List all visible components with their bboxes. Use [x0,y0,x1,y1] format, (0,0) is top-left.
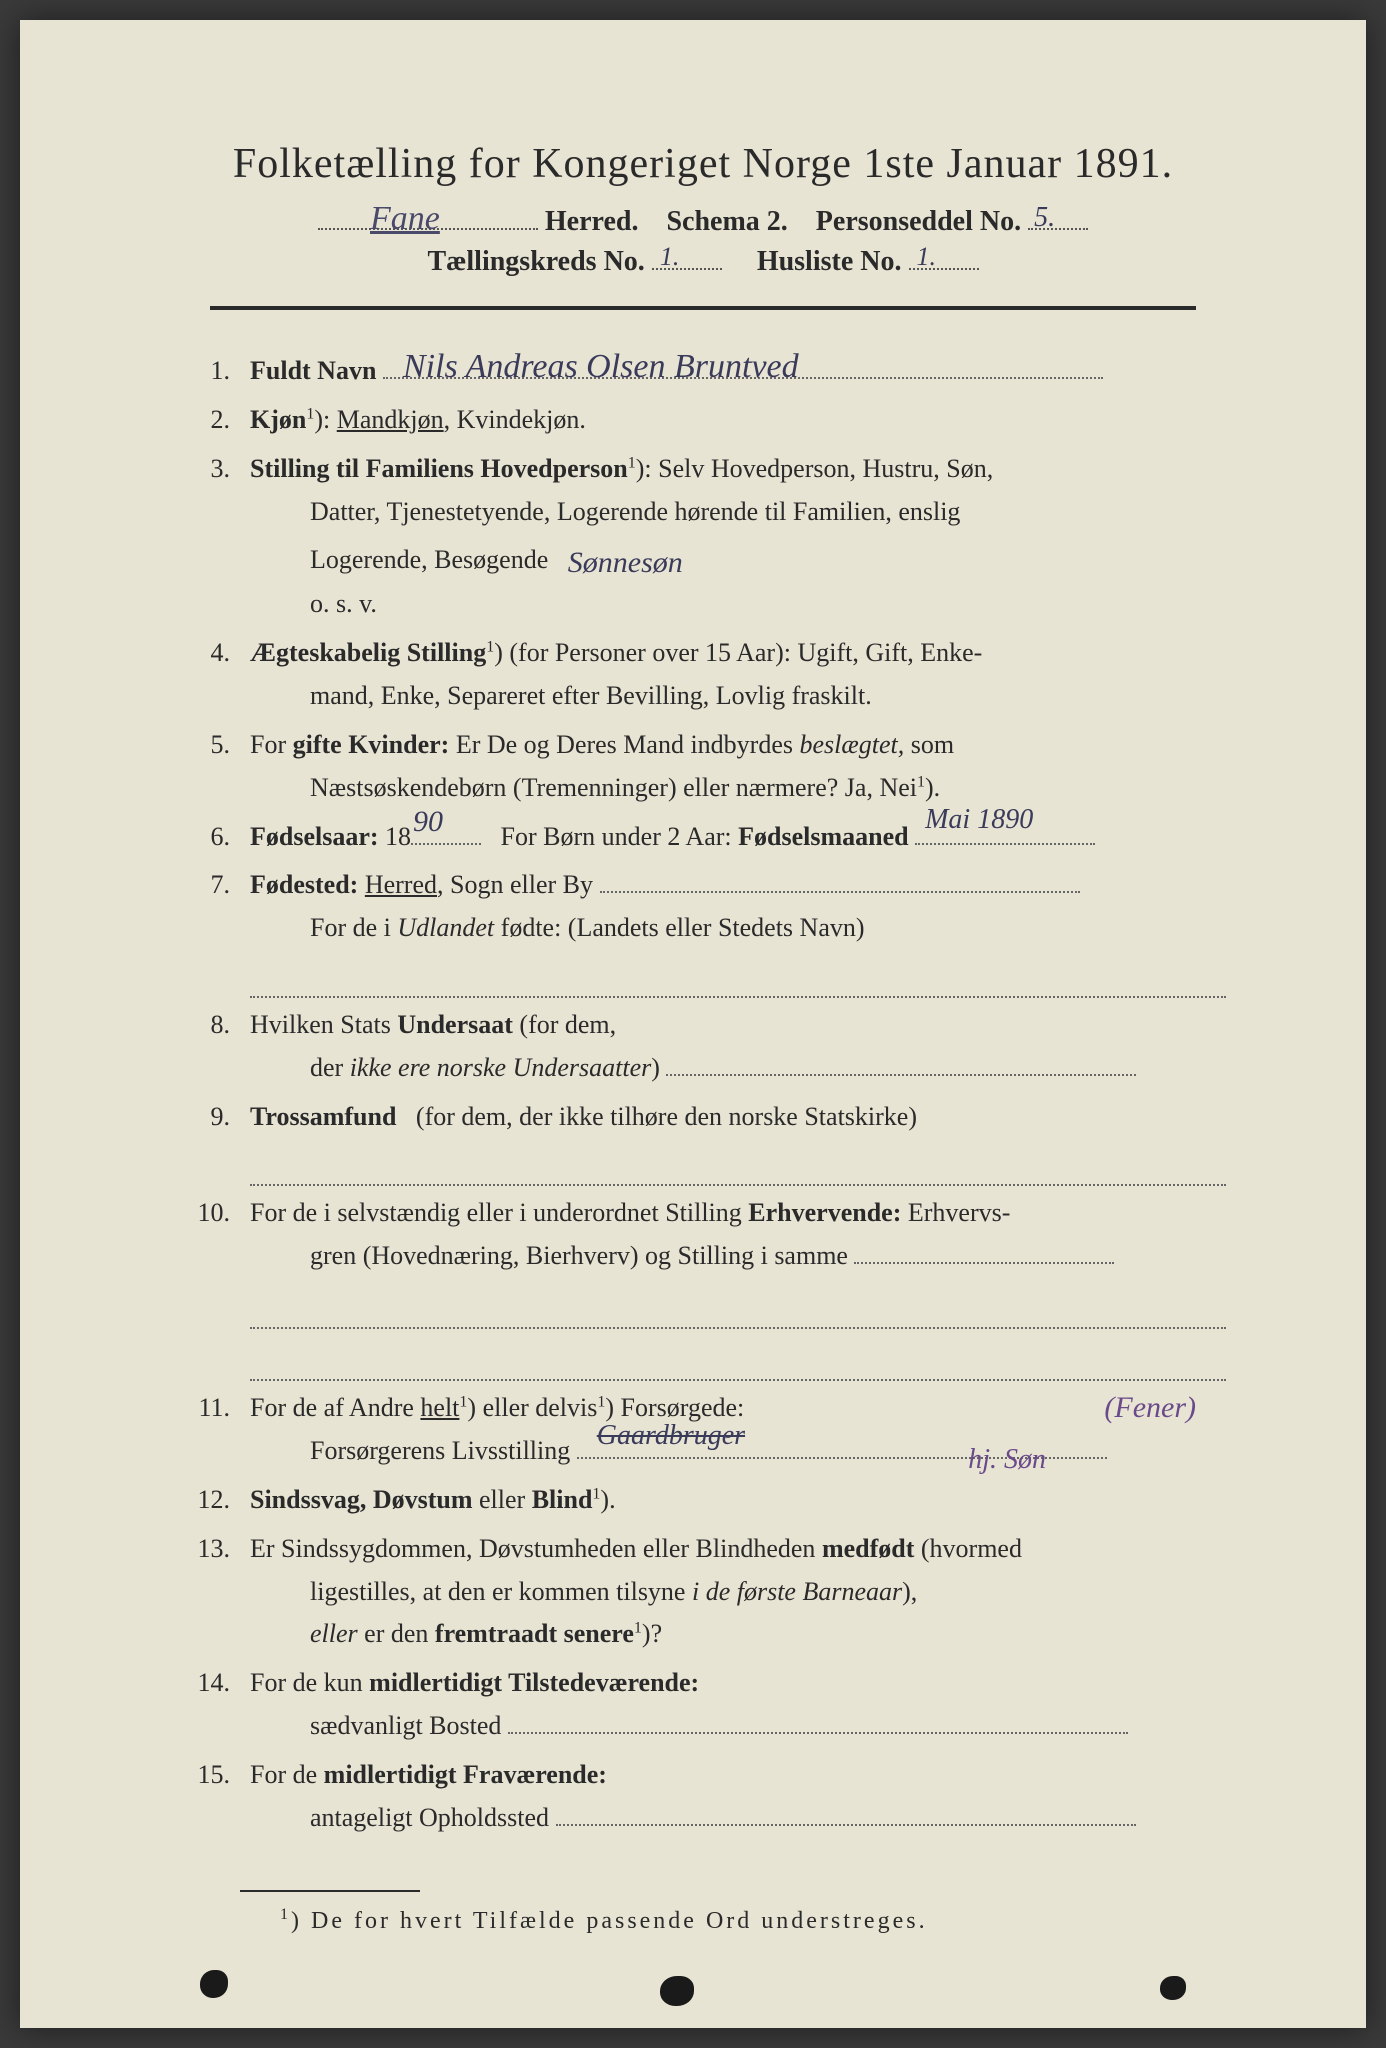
field-13: 13. Er Sindssygdommen, Døvstumheden elle… [180,1528,1226,1657]
field-12-label2: Blind [532,1485,593,1514]
field-1-label: Fuldt Navn [250,356,376,385]
husliste-no: 1. [917,242,937,272]
field-9-num: 9. [180,1096,250,1186]
subtitle-line-1: Fane Herred. Schema 2. Personseddel No. … [180,206,1226,238]
field-1-num: 1. [180,350,250,393]
field-2-label: Kjøn [250,405,306,434]
field-10-label: Erhvervende: [748,1198,901,1227]
field-8: 8. Hvilken Stats Undersaat (for dem, der… [180,1004,1226,1090]
field-5-num: 5. [180,724,250,810]
field-15-label: midlertidigt Fraværende: [324,1760,607,1789]
field-7-line2: For de i Udlandet fødte: (Landets eller … [250,913,865,942]
field-10-num: 10. [180,1192,250,1381]
field-13-line1a: Er Sindssygdommen, Døvstumheden eller Bl… [250,1534,822,1563]
field-10-line1a: For de i selvstændig eller i underordnet… [250,1198,748,1227]
field-14-num: 14. [180,1662,250,1748]
field-11-hw2: (Fener) [1104,1383,1196,1433]
footnote-text: De for hvert Tilfælde passende Ord under… [311,1908,928,1934]
field-8-label: Undersaat [397,1010,513,1039]
herred-handwritten: Fane [370,200,440,238]
field-9: 9. Trossamfund (for dem, der ikke tilhør… [180,1096,1226,1186]
field-11-line2: Forsørgerens Livsstilling [250,1436,570,1465]
field-3-line3a: Logerende, Besøgende [250,545,548,574]
field-3-num: 3. [180,448,250,626]
field-3-hw: Sønnesøn [568,546,683,579]
inkblot-1 [200,1970,228,1998]
field-13-num: 13. [180,1528,250,1657]
field-6-month: Mai 1890 [925,797,1033,843]
field-2-underlined: Mandkjøn [337,405,444,434]
field-5-label: For gifte Kvinder: [250,730,449,759]
field-15-line2: antageligt Opholdssted [250,1803,549,1832]
census-form-page: Folketælling for Kongeriget Norge 1ste J… [20,20,1366,2028]
field-7-num: 7. [180,864,250,997]
field-3: 3. Stilling til Familiens Hovedperson1):… [180,448,1226,626]
field-6: 6. Fødselsaar: 18 90 For Børn under 2 Aa… [180,816,1226,859]
field-15: 15. For de midlertidigt Fraværende: anta… [180,1754,1226,1840]
field-6-year: 90 [413,797,443,847]
subtitle-line-2: Tællingskreds No. 1. Husliste No. 1. [180,246,1226,278]
field-5-line2: Næstsøskendebørn (Tremenninger) eller næ… [250,773,917,802]
field-14-line1a: For de kun [250,1668,369,1697]
field-2-num: 2. [180,399,250,442]
personseddel-no: 5. [1034,202,1055,234]
field-11-num: 11. [180,1387,250,1473]
field-3-line1: Selv Hovedperson, Hustru, Søn, [658,454,993,483]
field-11: 11. For de af Andre helt1) eller delvis1… [180,1387,1226,1473]
field-6-mid: For Børn under 2 Aar: [501,822,739,851]
field-14: 14. For de kun midlertidigt Tilstedevære… [180,1662,1226,1748]
footnote-rule [240,1890,420,1892]
field-14-label: midlertidigt Tilstedeværende: [369,1668,699,1697]
personseddel-label: Personseddel No. [816,206,1021,237]
field-8-line2: der ikke ere norske Undersaatter) [250,1053,666,1082]
schema-label: Schema 2. [666,206,787,237]
field-8-line1: Hvilken Stats [250,1010,397,1039]
field-15-num: 15. [180,1754,250,1840]
field-1-value: Nils Andreas Olsen Bruntved [403,339,799,395]
field-5: 5. For gifte Kvinder: Er De og Deres Man… [180,724,1226,810]
inkblot-2 [660,1976,694,2006]
field-12: 12. Sindssvag, Døvstum eller Blind1). [180,1479,1226,1522]
field-9-label: Trossamfund [250,1102,396,1131]
husliste-label: Husliste No. [757,246,902,277]
field-4: 4. Ægteskabelig Stilling1) (for Personer… [180,632,1226,718]
field-13-label: medfødt [822,1534,914,1563]
main-title: Folketælling for Kongeriget Norge 1ste J… [180,140,1226,188]
field-14-line2: sædvanligt Bosted [250,1711,501,1740]
field-13-line2: ligestilles, at den er kommen tilsyne i … [250,1577,917,1606]
field-12-label: Sindssvag, Døvstum [250,1485,473,1514]
field-13-line3: eller er den fremtraadt senere1)? [250,1619,662,1648]
tallingskreds-label: Tællingskreds No. [427,246,644,277]
inkblot-3 [1160,1976,1186,2000]
field-7: 7. Fødested: Herred, Sogn eller By For d… [180,864,1226,997]
field-7-underlined: Herred [365,870,437,899]
field-6-num: 6. [180,816,250,859]
field-3-line4: o. s. v. [250,589,377,618]
field-4-line1: (for Personer over 15 Aar): Ugift, Gift,… [509,638,982,667]
field-4-label: Ægteskabelig Stilling [250,638,486,667]
field-11-hw3: hj. Søn [968,1437,1046,1483]
field-11-line1a: For de af Andre [250,1393,420,1422]
field-6-label2: Fødselsmaaned [738,822,908,851]
tallingskreds-no: 1. [660,242,680,272]
field-4-line2: mand, Enke, Separeret efter Bevilling, L… [250,681,872,710]
field-3-label: Stilling til Familiens Hovedperson [250,454,628,483]
header-divider [210,306,1196,310]
field-12-num: 12. [180,1479,250,1522]
field-5-line1a: Er De og Deres Mand indbyrdes [456,730,800,759]
field-15-line1a: For de [250,1760,324,1789]
field-11-hw1: Gaardbruger [597,1413,745,1459]
field-7-label: Fødested: [250,870,358,899]
field-10: 10. For de i selvstændig eller i underor… [180,1192,1226,1381]
field-9-line1: (for dem, der ikke tilhøre den norske St… [416,1102,917,1131]
field-2: 2. Kjøn1): Mandkjøn, Kvindekjøn. [180,399,1226,442]
footnote: 1) De for hvert Tilfælde passende Ord un… [280,1906,1226,1935]
field-3-line2: Datter, Tjenestetyende, Logerende hørend… [250,497,960,526]
field-8-num: 8. [180,1004,250,1090]
herred-label: Herred. [545,206,639,237]
field-10-line2: gren (Hovednæring, Bierhverv) og Stillin… [250,1241,848,1270]
field-6-label: Fødselsaar: [250,822,379,851]
field-4-num: 4. [180,632,250,718]
field-1: 1. Fuldt Navn Nils Andreas Olsen Bruntve… [180,350,1226,393]
